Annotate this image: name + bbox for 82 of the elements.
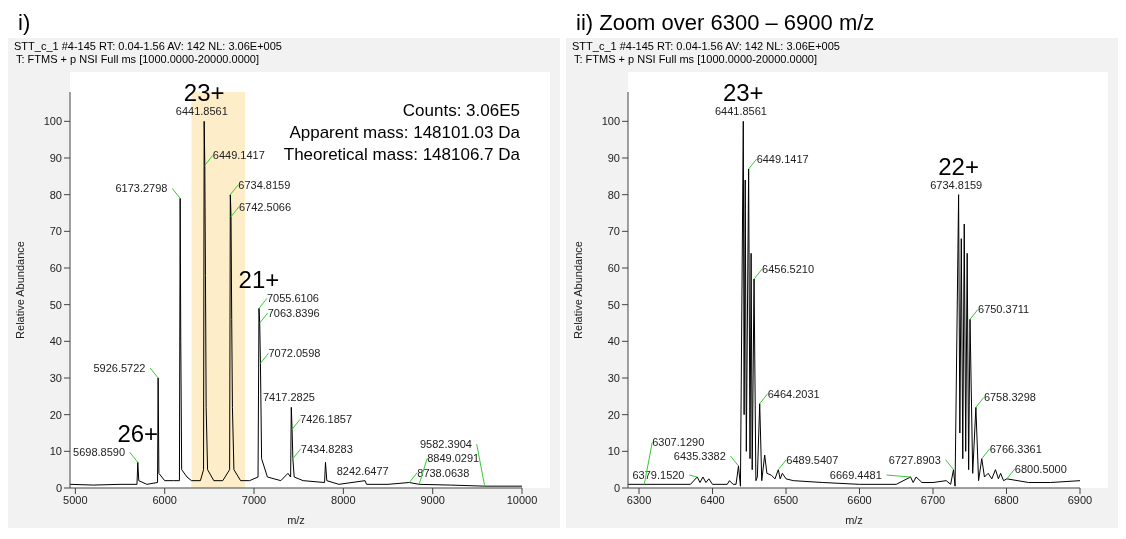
annotation: 23+	[183, 79, 225, 107]
y-tick-label: 30	[607, 371, 620, 384]
annotation: 7426.1857	[300, 413, 353, 426]
annotation: 21+	[238, 266, 280, 294]
x-tick-label: 6900	[1067, 493, 1093, 506]
annotation: 7055.6106	[266, 292, 319, 305]
annotation: 22+	[938, 152, 979, 180]
annotation: 6464.2031	[767, 387, 820, 400]
y-tick-label: 80	[607, 188, 620, 201]
annotation: 6441.8561	[714, 105, 767, 118]
y-tick-label: 0	[613, 481, 620, 494]
x-tick-label: 6000	[152, 493, 177, 506]
annotation: Counts: 3.06E5	[402, 101, 520, 120]
annotation: 26+	[117, 420, 159, 448]
x-tick-label: 6600	[847, 493, 872, 506]
annotation: 7434.8283	[300, 442, 353, 455]
annotation: 6449.1417	[756, 153, 809, 165]
y-tick-label: 60	[49, 261, 62, 274]
x-tick-label: 6700	[920, 493, 946, 506]
y-tick-label: 90	[49, 151, 62, 164]
annotation: 6173.2798	[115, 182, 168, 195]
y-tick-label: 70	[49, 225, 62, 238]
y-tick-label: 100	[43, 115, 62, 128]
annotation: 6734.8159	[238, 178, 291, 191]
y-tick-label: 20	[607, 408, 620, 421]
annotation: 6435.3382	[673, 450, 726, 462]
chart-subtitle: STT_c_1 #4-145 RT: 0.04-1.56 AV: 142 NL: 3.06E+005 T: FTMS + p NSI Full ms [1000.0000-20000.0000]	[571, 40, 841, 66]
annotation: 5926.5722	[93, 362, 146, 374]
y-axis-title: Relative Abundance	[13, 241, 26, 339]
annotation: 23+	[722, 79, 764, 107]
y-tick-label: 30	[49, 371, 62, 384]
x-tick-label: 8000	[331, 493, 356, 506]
annotation: 8849.0291	[427, 452, 480, 465]
annotation: 6742.5066	[239, 200, 292, 213]
chart-subtitle: STT_c_1 #4-145 RT: 0.04-1.56 AV: 142 NL: 3.06E+005 T: FTMS + p NSI Full ms [1000.0000-20000.0000]	[13, 40, 283, 66]
y-tick-label: 40	[49, 335, 62, 348]
annotation: 6750.3711	[978, 303, 1030, 316]
annotation: 6766.3361	[989, 442, 1042, 455]
y-tick-label: 40	[607, 335, 620, 348]
annotation: 9582.3904	[420, 438, 472, 451]
annotation: 6307.1290	[652, 436, 705, 449]
y-tick-label: 100	[601, 115, 620, 128]
x-tick-label: 10000	[506, 493, 538, 506]
y-tick-label: 10	[49, 445, 62, 458]
x-tick-label: 9000	[420, 493, 445, 506]
annotation: 7063.8396	[267, 307, 320, 319]
chart-title: i)	[17, 9, 32, 37]
annotation: 6734.8159	[930, 178, 983, 191]
annotation: Apparent mass: 148101.03 Da	[289, 123, 521, 142]
annotation: 7072.0598	[268, 347, 321, 360]
annotation: 7417.2825	[262, 391, 315, 404]
annotation: 6727.8903	[888, 453, 941, 466]
y-tick-label: 80	[49, 188, 62, 201]
annotation: 5698.8590	[73, 446, 126, 459]
annotation: 6456.5210	[762, 263, 815, 275]
annotation: Theoretical mass: 148106.7 Da	[283, 145, 521, 164]
y-axis-title: Relative Abundance	[571, 241, 584, 339]
annotation: 6449.1417	[212, 149, 265, 162]
annotation: 6441.8561	[175, 105, 228, 118]
annotation: 6758.3298	[983, 391, 1036, 404]
x-tick-label: 6500	[773, 493, 799, 506]
y-tick-label: 70	[607, 225, 620, 238]
annotation: 8242.6477	[336, 464, 389, 477]
x-tick-label: 6800	[994, 493, 1019, 506]
x-tick-label: 5000	[63, 493, 88, 506]
x-tick-label: 6300	[626, 493, 652, 506]
x-tick-label: 7000	[241, 493, 267, 506]
y-tick-label: 60	[607, 261, 620, 274]
annotation: 6800.5000	[1014, 462, 1067, 475]
y-tick-label: 50	[607, 298, 620, 311]
chart-title: ii) Zoom over 6300 – 6900 m/z	[575, 9, 876, 37]
annotation: 6669.4481	[829, 469, 882, 481]
x-tick-label: 6400	[700, 493, 725, 506]
y-tick-label: 50	[49, 298, 62, 311]
y-tick-label: 20	[49, 408, 62, 421]
annotation: 6489.5407	[786, 453, 839, 466]
y-tick-label: 10	[607, 445, 620, 458]
y-tick-label: 90	[607, 151, 620, 164]
annotation: 6379.1520	[632, 469, 685, 481]
x-axis-title: m/z	[287, 514, 305, 526]
x-axis-title: m/z	[845, 514, 863, 526]
y-tick-label: 0	[55, 481, 62, 494]
